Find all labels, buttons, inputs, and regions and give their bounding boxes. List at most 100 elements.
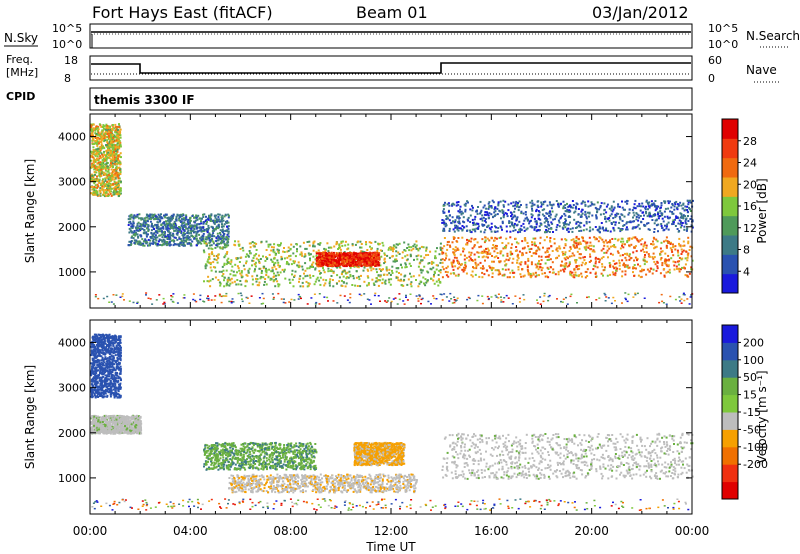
data-cell [97,133,100,136]
data-cell [490,213,493,216]
data-cell [208,241,211,244]
data-cell [323,256,326,259]
data-cell [394,260,396,263]
data-cell [106,186,109,189]
data-cell [331,257,334,260]
data-cell [133,241,136,244]
data-cell [414,246,417,249]
data-cell [680,253,683,255]
data-cell [332,256,335,259]
data-cell [103,125,106,128]
data-cell [453,254,456,256]
data-cell [271,266,274,269]
data-cell [430,268,433,271]
data-cell [214,219,217,222]
data-cell [304,275,307,278]
data-cell [291,273,293,276]
data-cell [339,264,342,267]
data-cell [99,164,102,166]
data-cell [235,283,238,286]
data-cell [112,136,115,139]
data-cell [203,229,206,231]
data-cell [374,256,377,259]
data-cell [543,208,546,211]
data-cell [308,267,311,270]
data-cell [302,277,305,280]
data-cell [111,158,114,161]
data-cell [301,265,304,268]
data-cell [480,251,483,254]
freq-scale-top: 18 [64,54,78,67]
data-cell [143,219,146,222]
data-cell [258,261,261,264]
data-cell [180,232,183,234]
data-cell [104,195,106,198]
data-cell [423,282,425,285]
data-cell [273,264,275,267]
data-cell [265,274,268,276]
data-cell [287,263,290,266]
data-cell [315,256,318,259]
data-cell [383,257,386,260]
data-cell [656,240,659,243]
data-cell [147,233,149,236]
data-cell [283,251,286,253]
data-cell [105,123,108,126]
data-cell [297,265,300,268]
data-cell [142,244,145,247]
data-cell [107,126,110,129]
data-cell [324,253,327,256]
data-cell [130,225,133,228]
data-cell [147,224,150,227]
data-cell [321,259,324,262]
data-cell [663,240,665,243]
data-cell [594,257,597,260]
data-cell [349,266,352,269]
data-cell [355,276,358,279]
data-cell [98,179,101,182]
data-cell [230,260,233,263]
data-cell [221,231,224,234]
data-cell [604,266,606,269]
data-cell [202,221,205,223]
data-cell [283,257,286,260]
data-cell [538,260,540,262]
data-cell [211,251,213,254]
data-cell [578,247,581,250]
data-cell [493,250,496,253]
data-cell [557,203,559,206]
data-cell [439,261,442,264]
data-cell [652,243,655,246]
data-cell [215,237,218,240]
data-cell [276,280,279,283]
data-cell [152,238,155,241]
data-cell [194,230,197,233]
data-cell [221,214,224,217]
data-cell [98,165,101,168]
data-cell [391,265,394,268]
data-cell [175,224,178,227]
data-cell [118,192,121,195]
data-cell [102,127,105,130]
data-cell [363,266,366,269]
data-cell [102,182,105,185]
data-cell [349,264,352,267]
data-cell [220,239,223,242]
data-cell [223,233,225,235]
data-cell [548,258,550,261]
data-cell [216,232,219,235]
data-cell [102,189,105,192]
data-cell [328,252,331,255]
data-cell [202,232,205,235]
data-cell [349,252,352,254]
data-cell [289,248,292,251]
data-cell [104,167,107,170]
data-cell [110,130,113,133]
data-cell [332,253,335,256]
data-cell [471,218,474,221]
data-cell [150,213,153,216]
data-cell [105,144,108,147]
data-cell [219,284,222,287]
data-cell [155,216,158,218]
data-cell [439,246,442,249]
